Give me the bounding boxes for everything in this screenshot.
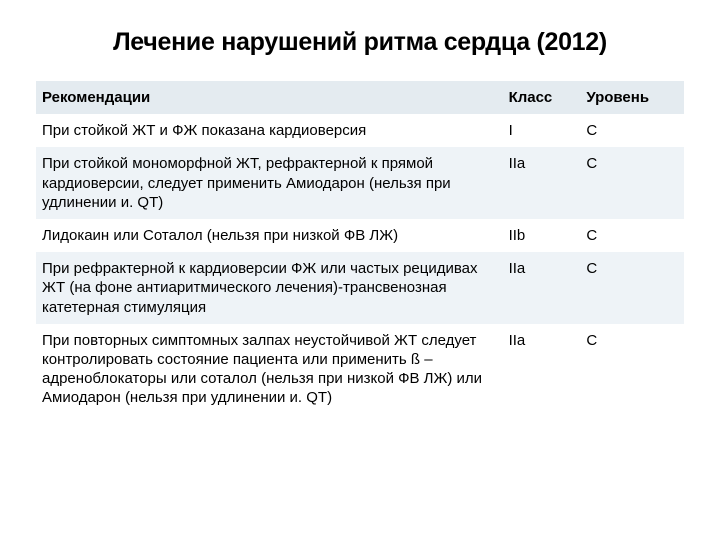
cell-recommendation: При стойкой мономорфной ЖТ, рефрактерной…: [36, 147, 503, 219]
cell-level: C: [580, 252, 684, 324]
cell-recommendation: Лидокаин или Соталол (нельзя при низкой …: [36, 219, 503, 252]
cell-class: I: [503, 114, 581, 147]
table-row: При стойкой мономорфной ЖТ, рефрактерной…: [36, 147, 684, 219]
col-header-level: Уровень: [580, 81, 684, 114]
recommendations-table: Рекомендации Класс Уровень При стойкой Ж…: [36, 81, 684, 414]
cell-recommendation: При стойкой ЖТ и ФЖ показана кардиоверси…: [36, 114, 503, 147]
cell-level: C: [580, 147, 684, 219]
page-title: Лечение нарушений ритма сердца (2012): [36, 28, 684, 57]
table-row: При рефрактерной к кардиоверсии ФЖ или ч…: [36, 252, 684, 324]
table-row: Лидокаин или Соталол (нельзя при низкой …: [36, 219, 684, 252]
table-header-row: Рекомендации Класс Уровень: [36, 81, 684, 114]
cell-recommendation: При рефрактерной к кардиоверсии ФЖ или ч…: [36, 252, 503, 324]
col-header-class: Класс: [503, 81, 581, 114]
table-row: При повторных симптомных залпах неустойч…: [36, 324, 684, 415]
cell-class: IIb: [503, 219, 581, 252]
cell-level: C: [580, 324, 684, 415]
cell-class: IIa: [503, 252, 581, 324]
cell-class: IIa: [503, 324, 581, 415]
col-header-recommendation: Рекомендации: [36, 81, 503, 114]
table-row: При стойкой ЖТ и ФЖ показана кардиоверси…: [36, 114, 684, 147]
cell-recommendation: При повторных симптомных залпах неустойч…: [36, 324, 503, 415]
cell-level: C: [580, 114, 684, 147]
cell-class: IIa: [503, 147, 581, 219]
cell-level: C: [580, 219, 684, 252]
